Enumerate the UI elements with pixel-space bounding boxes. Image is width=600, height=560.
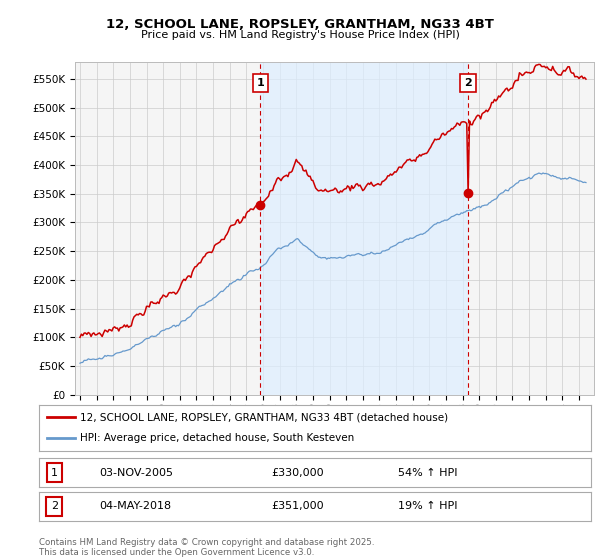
- Text: 12, SCHOOL LANE, ROPSLEY, GRANTHAM, NG33 4BT (detached house): 12, SCHOOL LANE, ROPSLEY, GRANTHAM, NG33…: [80, 412, 449, 422]
- Bar: [260, 62, 468, 395]
- Text: 1: 1: [256, 78, 264, 88]
- Text: 04-MAY-2018: 04-MAY-2018: [100, 501, 172, 511]
- Text: 54% ↑ HPI: 54% ↑ HPI: [398, 468, 457, 478]
- Text: 12, SCHOOL LANE, ROPSLEY, GRANTHAM, NG33 4BT: 12, SCHOOL LANE, ROPSLEY, GRANTHAM, NG33…: [106, 18, 494, 31]
- Text: 2: 2: [464, 78, 472, 88]
- Text: £330,000: £330,000: [271, 468, 323, 478]
- Text: Contains HM Land Registry data © Crown copyright and database right 2025.
This d: Contains HM Land Registry data © Crown c…: [39, 538, 374, 557]
- Text: Price paid vs. HM Land Registry's House Price Index (HPI): Price paid vs. HM Land Registry's House …: [140, 30, 460, 40]
- Text: HPI: Average price, detached house, South Kesteven: HPI: Average price, detached house, Sout…: [80, 433, 355, 444]
- Text: 2: 2: [51, 501, 58, 511]
- Text: 1: 1: [51, 468, 58, 478]
- Text: 03-NOV-2005: 03-NOV-2005: [100, 468, 174, 478]
- Text: 19% ↑ HPI: 19% ↑ HPI: [398, 501, 457, 511]
- Text: £351,000: £351,000: [271, 501, 323, 511]
